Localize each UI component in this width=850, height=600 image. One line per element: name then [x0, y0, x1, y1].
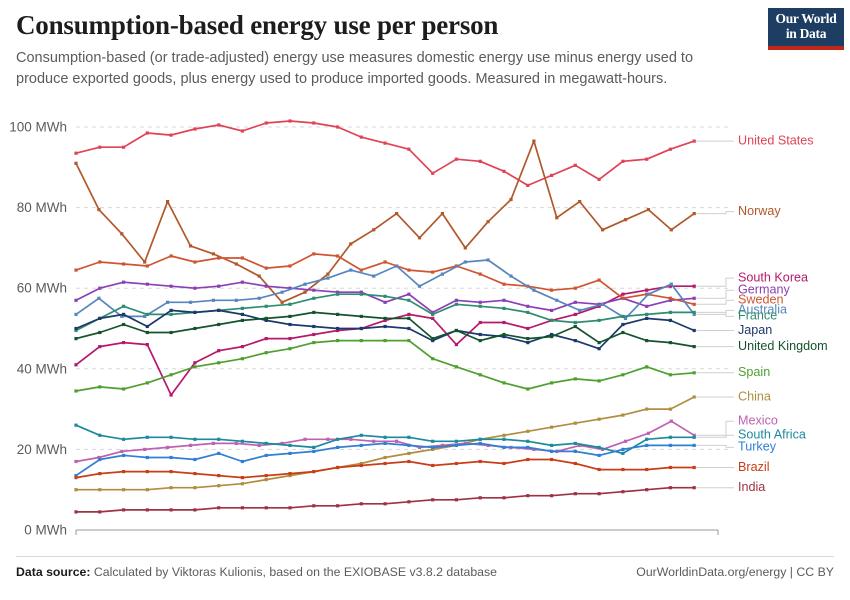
series-label-south-africa[interactable]: South Africa — [738, 428, 806, 442]
y-axis-tick-label: 80 MWh — [17, 200, 67, 215]
page-title: Consumption-based energy use per person — [16, 10, 499, 40]
series-label-spain[interactable]: Spain — [738, 365, 770, 379]
series-label-india[interactable]: India — [738, 480, 765, 494]
y-axis-tick-label: 0 MWh — [24, 523, 67, 538]
logo-line-1: Our World — [775, 11, 837, 26]
series-leader-line — [696, 299, 734, 305]
chart-footer: Data source: Calculated by Viktoras Kuli… — [16, 565, 834, 579]
logo-line-2: in Data — [785, 26, 827, 42]
series-china[interactable] — [74, 395, 696, 492]
y-axis-tick-label: 20 MWh — [17, 442, 67, 457]
series-south-africa[interactable] — [74, 423, 696, 455]
data-source-label: Data source: — [16, 565, 91, 579]
chart-subtitle: Consumption-based (or trade-adjusted) en… — [16, 50, 694, 87]
series-united-states[interactable] — [74, 119, 696, 187]
series-leader-line — [696, 211, 734, 215]
y-axis-tick-label: 100 MWh — [9, 120, 67, 135]
series-label-mexico[interactable]: Mexico — [738, 414, 778, 428]
our-world-in-data-logo[interactable]: Our World in Data — [768, 8, 844, 50]
series-leader-line — [696, 444, 734, 448]
series-norway[interactable] — [74, 139, 696, 304]
y-axis-tick-label: 40 MWh — [17, 361, 67, 376]
series-leader-line — [696, 420, 734, 436]
series-india[interactable] — [74, 486, 696, 514]
series-leader-line — [696, 277, 734, 287]
series-leader-line — [696, 311, 734, 317]
series-label-australia[interactable]: Australia — [738, 303, 787, 317]
series-spain[interactable] — [74, 339, 696, 393]
series-label-japan[interactable]: Japan — [738, 323, 772, 337]
series-australia[interactable] — [74, 258, 696, 320]
series-label-sweden[interactable]: Sweden — [738, 293, 784, 307]
series-label-china[interactable]: China — [738, 389, 771, 403]
series-united-kingdom[interactable] — [74, 310, 696, 349]
series-turkey[interactable] — [74, 441, 696, 478]
footer-divider — [16, 556, 834, 557]
series-label-united-kingdom[interactable]: United Kingdom — [738, 339, 828, 353]
chart-header: Consumption-based energy use per person … — [16, 10, 834, 89]
series-leader-line — [696, 289, 734, 299]
data-source-text: Calculated by Viktoras Kulionis, based o… — [93, 565, 498, 579]
series-leader-line — [696, 434, 734, 438]
series-label-norway[interactable]: Norway — [738, 204, 781, 218]
series-japan[interactable] — [74, 308, 696, 351]
series-label-france[interactable]: France — [738, 309, 777, 323]
series-label-south-korea[interactable]: South Korea — [738, 270, 808, 284]
series-brazil[interactable] — [74, 457, 696, 480]
series-label-turkey[interactable]: Turkey — [738, 440, 777, 454]
attribution[interactable]: OurWorldinData.org/energy | CC BY — [636, 565, 834, 579]
series-label-brazil[interactable]: Brazil — [738, 460, 770, 474]
series-label-germany[interactable]: Germany — [738, 283, 790, 297]
series-mexico[interactable] — [74, 419, 696, 464]
y-axis-tick-label: 60 MWh — [17, 281, 67, 296]
series-label-united-states[interactable]: United States — [738, 133, 814, 147]
data-source: Data source: Calculated by Viktoras Kuli… — [16, 565, 497, 579]
